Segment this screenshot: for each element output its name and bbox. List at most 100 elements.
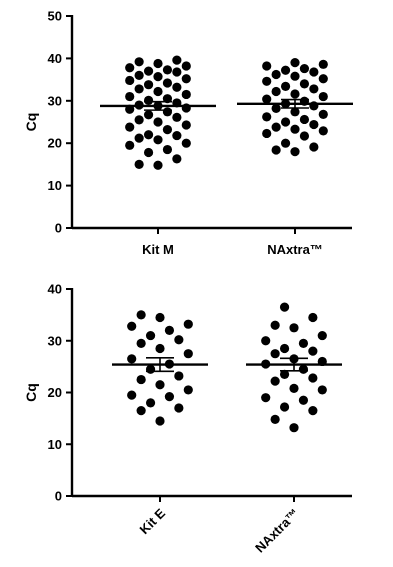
- y-tick-label: 50: [48, 9, 62, 24]
- data-point: [289, 323, 299, 333]
- data-point: [318, 109, 328, 119]
- data-point: [153, 117, 163, 127]
- data-point: [308, 406, 318, 416]
- data-point: [127, 321, 137, 331]
- y-tick-label: 40: [48, 51, 62, 66]
- data-point: [271, 103, 281, 114]
- data-point: [155, 416, 165, 426]
- data-point: [183, 349, 193, 359]
- data-point: [127, 390, 137, 400]
- data-point: [279, 369, 290, 379]
- data-point: [270, 349, 280, 359]
- data-point: [280, 81, 291, 91]
- data-point: [162, 107, 173, 117]
- data-point: [309, 142, 319, 152]
- data-point: [309, 119, 319, 130]
- data-point: [162, 125, 173, 135]
- data-point: [153, 135, 163, 145]
- data-point: [318, 74, 328, 84]
- data-point: [279, 402, 290, 412]
- data-point: [153, 86, 163, 97]
- data-point: [164, 325, 175, 335]
- data-point: [262, 76, 272, 86]
- data-point: [309, 67, 319, 77]
- data-point: [290, 107, 300, 117]
- x-category-label: NAxtra™: [267, 242, 323, 257]
- data-point: [308, 312, 318, 323]
- data-point: [271, 122, 281, 132]
- y-tick-label: 30: [48, 333, 62, 348]
- top-plot-panel: 0 10 20 30 40 50 Cq Kit M NAxtra™: [23, 9, 353, 257]
- data-point: [181, 89, 191, 100]
- data-point: [125, 75, 135, 86]
- data-point: [289, 383, 299, 393]
- data-point: [290, 89, 300, 99]
- data-point: [298, 338, 309, 348]
- data-point: [317, 330, 327, 341]
- data-point: [125, 63, 135, 73]
- data-point: [270, 320, 280, 330]
- data-point: [183, 385, 193, 395]
- bottom-plot-panel: 0 10 20 30 40 Cq Kit E NAxtra™: [23, 282, 352, 556]
- data-point: [181, 61, 191, 71]
- data-point: [143, 80, 154, 90]
- y-axis-label: Cq: [23, 113, 39, 132]
- data-point: [155, 343, 165, 354]
- data-point: [262, 128, 272, 139]
- data-point: [134, 133, 144, 143]
- y-tick-label: 20: [48, 136, 62, 151]
- data-point: [164, 392, 175, 402]
- data-point: [271, 145, 281, 155]
- data-point: [172, 67, 182, 77]
- data-point: [309, 84, 319, 94]
- data-point: [279, 343, 290, 354]
- data-point: [162, 65, 173, 75]
- data-point: [136, 338, 146, 348]
- data-point: [153, 72, 163, 82]
- data-point: [174, 403, 184, 413]
- data-point: [318, 91, 328, 102]
- y-tick-label: 10: [48, 178, 62, 193]
- data-point: [174, 335, 184, 345]
- data-point: [155, 380, 165, 390]
- x-category-label: NAxtra™: [252, 506, 302, 556]
- y-axis-label: Cq: [23, 383, 39, 402]
- data-point: [134, 115, 144, 125]
- data-point: [134, 70, 144, 80]
- data-point: [134, 57, 144, 67]
- data-point: [136, 374, 146, 385]
- data-point: [172, 112, 182, 122]
- data-point: [271, 69, 281, 80]
- data-point: [145, 330, 156, 341]
- data-point: [145, 398, 156, 408]
- data-point: [153, 160, 163, 170]
- data-point: [145, 364, 156, 374]
- data-point: [181, 138, 191, 148]
- y-tick-label: 10: [48, 437, 62, 452]
- data-point: [136, 406, 146, 416]
- data-point: [299, 114, 310, 125]
- data-point: [172, 130, 182, 141]
- data-point: [280, 65, 291, 75]
- y-tick-label: 20: [48, 385, 62, 400]
- data-point: [181, 74, 191, 84]
- data-point: [125, 91, 135, 102]
- data-point: [262, 112, 272, 122]
- y-tick-label: 0: [55, 221, 62, 236]
- data-point: [290, 147, 300, 157]
- data-point: [183, 319, 193, 329]
- data-point: [261, 393, 271, 403]
- data-point: [299, 131, 310, 141]
- data-point: [308, 346, 318, 356]
- data-point: [271, 86, 281, 97]
- data-point: [290, 71, 300, 81]
- data-point: [143, 130, 154, 140]
- data-point: [125, 140, 135, 150]
- data-point: [318, 59, 328, 69]
- data-point: [298, 364, 309, 374]
- data-point: [172, 154, 182, 164]
- data-point: [317, 385, 327, 395]
- data-point: [261, 336, 271, 346]
- data-point: [153, 58, 163, 69]
